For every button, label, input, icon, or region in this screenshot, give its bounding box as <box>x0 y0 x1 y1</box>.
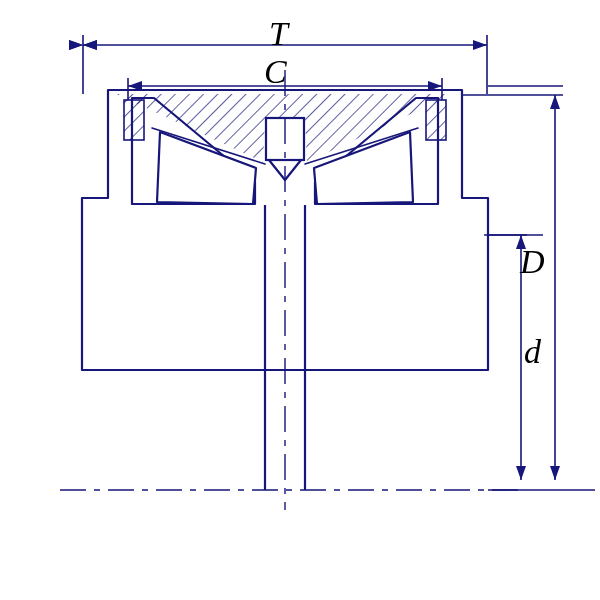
svg-rect-3 <box>124 100 144 140</box>
svg-marker-18 <box>69 40 83 50</box>
svg-marker-32 <box>516 466 526 480</box>
svg-marker-31 <box>516 235 526 249</box>
svg-marker-24 <box>83 40 97 50</box>
svg-marker-25 <box>473 40 487 50</box>
svg-marker-27 <box>550 95 560 109</box>
svg-marker-28 <box>550 466 560 480</box>
svg-rect-4 <box>426 100 446 140</box>
